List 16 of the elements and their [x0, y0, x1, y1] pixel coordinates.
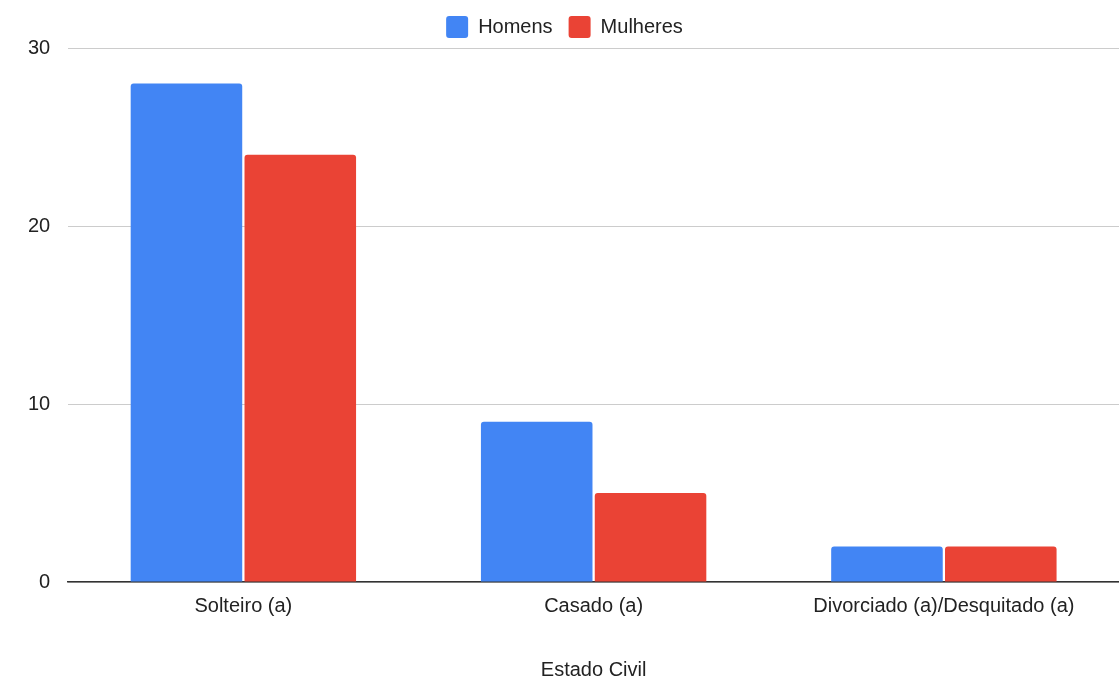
y-tick-label: 20: [28, 213, 51, 236]
bar: [831, 546, 943, 582]
legend-label: Mulheres: [600, 14, 683, 37]
bar: [130, 83, 243, 582]
bar: [480, 421, 593, 582]
bar: [594, 493, 707, 582]
bar: [244, 154, 357, 582]
legend-label: Homens: [478, 14, 553, 37]
y-tick-label: 10: [28, 391, 51, 414]
x-tick-label: Divorciado (a)/Desquitado (a): [813, 593, 1075, 616]
x-tick-label: Solteiro (a): [194, 593, 293, 616]
x-tick-label: Casado (a): [544, 593, 644, 616]
bar: [945, 546, 1057, 582]
x-axis-title: Estado Civil: [540, 657, 647, 680]
y-tick-label: 0: [39, 569, 51, 592]
y-tick-label: 30: [28, 35, 51, 58]
